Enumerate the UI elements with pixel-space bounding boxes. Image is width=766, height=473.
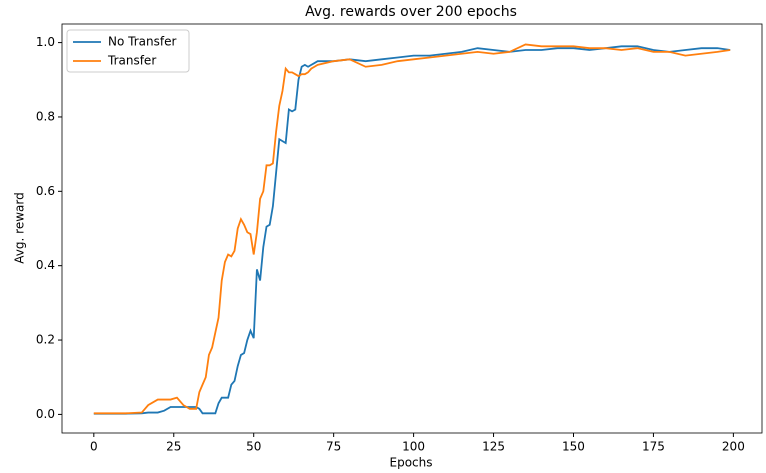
y-tick-label: 1.0 <box>36 35 55 49</box>
x-axis-label: Epochs <box>390 456 433 470</box>
x-tick-label: 75 <box>326 440 341 454</box>
y-axis-label: Avg. reward <box>13 192 27 263</box>
y-tick-label: 0.6 <box>36 184 55 198</box>
plot-frame <box>61 23 763 434</box>
x-tick-label: 50 <box>246 440 261 454</box>
x-tick-label: 175 <box>642 440 665 454</box>
y-tick-label: 0.0 <box>36 407 55 421</box>
y-tick-label: 0.4 <box>36 258 55 272</box>
y-tick-label: 0.8 <box>36 109 55 123</box>
x-tick-label: 25 <box>166 440 181 454</box>
chart-title: Avg. rewards over 200 epochs <box>305 4 517 20</box>
data-line <box>93 43 731 415</box>
x-tick-label: 100 <box>402 440 425 454</box>
x-tick-label: 200 <box>722 440 745 454</box>
y-tick-label: 0.2 <box>36 333 55 347</box>
x-tick-label: 125 <box>482 440 505 454</box>
legend-label: Transfer <box>107 54 156 68</box>
legend-label: No Transfer <box>108 35 176 49</box>
x-tick-label: 0 <box>90 440 98 454</box>
data-line <box>93 45 731 415</box>
x-tick-label: 150 <box>562 440 585 454</box>
